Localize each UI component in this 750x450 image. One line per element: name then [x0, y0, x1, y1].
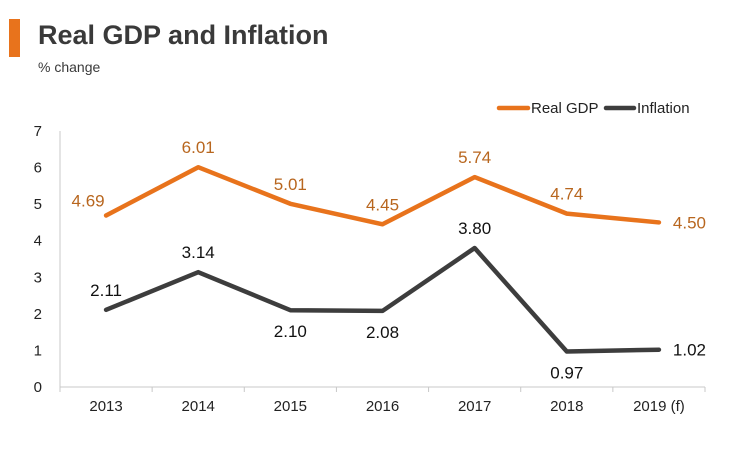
x-tick-label: 2013 [89, 398, 122, 415]
inflation-line [103, 245, 662, 354]
y-tick-label: 1 [34, 342, 42, 359]
chart-legend: Real GDP Inflation [496, 100, 690, 117]
y-tick-label: 2 [34, 306, 42, 323]
series-lines [103, 164, 662, 354]
chart-subtitle: % change [38, 59, 101, 75]
real-gdp-data-label: 4.45 [366, 195, 399, 214]
y-tick-label: 6 [34, 160, 42, 177]
inflation-data-label: 2.08 [366, 323, 399, 342]
title-accent-bar [9, 19, 20, 57]
real-gdp-data-label: 5.01 [274, 175, 307, 194]
legend-real-gdp-label: Real GDP [531, 100, 599, 117]
inflation-data-label: 2.11 [90, 281, 122, 300]
chart-axes: 0 1 2 3 4 5 6 7 2013 2014 2015 2016 2017 2018 2019 (f) [34, 123, 706, 415]
chart-title: Real GDP and Inflation [38, 20, 329, 50]
x-tick-label: 2015 [274, 398, 307, 415]
data-labels: 4.69 6.01 5.01 4.45 5.74 4.74 4.50 2.11 3.14 2.10… [72, 138, 706, 382]
x-tick-label: 2014 [182, 398, 215, 415]
y-tick-label: 0 [34, 379, 42, 396]
x-tick-label: 2016 [366, 398, 399, 415]
real-gdp-data-label: 5.74 [458, 148, 491, 167]
legend-inflation-label: Inflation [637, 100, 690, 117]
real-gdp-line [103, 164, 662, 227]
y-tick-label: 7 [34, 123, 42, 140]
inflation-data-label: 0.97 [550, 364, 583, 383]
real-gdp-data-label: 4.69 [72, 191, 105, 210]
real-gdp-data-label: 6.01 [182, 138, 215, 157]
real-gdp-data-label: 4.74 [550, 185, 583, 204]
y-tick-label: 4 [34, 233, 42, 250]
inflation-data-label: 3.80 [458, 219, 491, 238]
inflation-data-label: 1.02 [673, 341, 706, 360]
real-gdp-data-label: 4.50 [673, 213, 706, 232]
y-tick-label: 5 [34, 196, 42, 213]
inflation-data-label: 3.14 [182, 243, 215, 262]
y-tick-label: 3 [34, 269, 42, 286]
inflation-data-label: 2.10 [274, 322, 307, 341]
x-tick-label: 2018 [550, 398, 583, 415]
x-tick-label: 2017 [458, 398, 491, 415]
x-tick-label: 2019 (f) [633, 398, 685, 415]
